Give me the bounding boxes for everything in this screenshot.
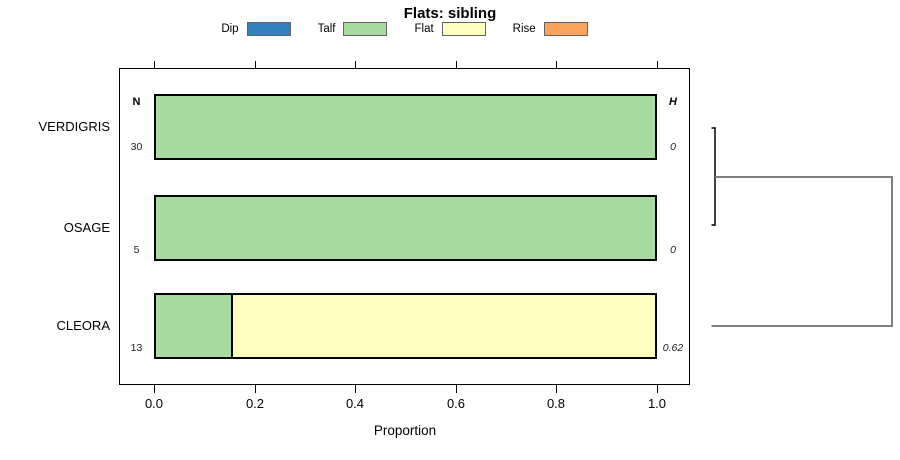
row-n-value: 5 — [133, 244, 140, 256]
legend-label: Flat — [414, 23, 434, 35]
row-label-verdigris: VERDIGRIS — [38, 119, 110, 134]
bar-verdigris — [154, 94, 657, 160]
bar-segment-flat — [232, 295, 655, 357]
legend: Dip Talf Flat Rise — [119, 22, 690, 36]
row-label-cleora: CLEORA — [56, 318, 110, 333]
row-n-value: 13 — [130, 342, 143, 354]
legend-label: Talf — [317, 23, 336, 35]
bar-segment-talf — [156, 96, 655, 158]
legend-swatch-rise — [543, 22, 588, 36]
x-tick-bottom — [154, 385, 155, 393]
legend-label: Rise — [512, 23, 536, 35]
x-tick-bottom — [657, 385, 658, 393]
x-axis-title: Proportion — [373, 423, 437, 438]
row-n-value: 30 — [130, 141, 143, 153]
x-tick-label: 1.0 — [647, 396, 667, 411]
x-tick-top — [456, 61, 457, 68]
x-tick-top — [556, 61, 557, 68]
bar-osage — [154, 195, 657, 261]
x-tick-label: 0.0 — [144, 396, 164, 411]
x-tick-bottom — [355, 385, 356, 393]
n-column-header: N — [132, 96, 141, 108]
x-tick-top — [154, 61, 155, 68]
row-h-value: 0 — [670, 141, 676, 153]
x-tick-bottom — [456, 385, 457, 393]
legend-item-rise: Rise — [513, 22, 588, 36]
row-label-osage: OSAGE — [63, 220, 110, 235]
legend-label: Dip — [221, 23, 239, 35]
legend-swatch-flat — [441, 22, 486, 36]
x-tick-label: 0.4 — [345, 396, 365, 411]
x-tick-label: 0.2 — [245, 396, 265, 411]
x-tick-bottom — [255, 385, 256, 393]
bar-cleora — [154, 293, 657, 359]
x-tick-label: 0.6 — [446, 396, 466, 411]
legend-swatch-dip — [246, 22, 291, 36]
row-h-value: 0.62 — [662, 342, 684, 354]
legend-item-dip: Dip — [221, 22, 291, 36]
dendrogram — [711, 127, 893, 327]
legend-swatch-talf — [343, 22, 388, 36]
bar-segment-talf — [156, 295, 233, 357]
legend-item-talf: Talf — [318, 22, 388, 36]
x-tick-bottom — [556, 385, 557, 393]
x-tick-top — [255, 61, 256, 68]
h-column-header: H — [669, 96, 677, 108]
chart-title: Flats: sibling — [403, 5, 497, 22]
legend-item-flat: Flat — [414, 22, 486, 36]
x-tick-top — [657, 61, 658, 68]
bar-segment-talf — [156, 197, 655, 259]
x-tick-top — [355, 61, 356, 68]
x-tick-label: 0.8 — [546, 396, 566, 411]
row-h-value: 0 — [670, 244, 676, 256]
